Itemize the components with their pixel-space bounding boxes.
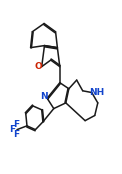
Text: F: F <box>9 125 15 134</box>
Text: F: F <box>13 130 19 139</box>
Text: O: O <box>34 62 42 71</box>
Text: NH: NH <box>89 88 104 97</box>
Text: F: F <box>13 120 19 129</box>
Text: N: N <box>40 92 47 101</box>
